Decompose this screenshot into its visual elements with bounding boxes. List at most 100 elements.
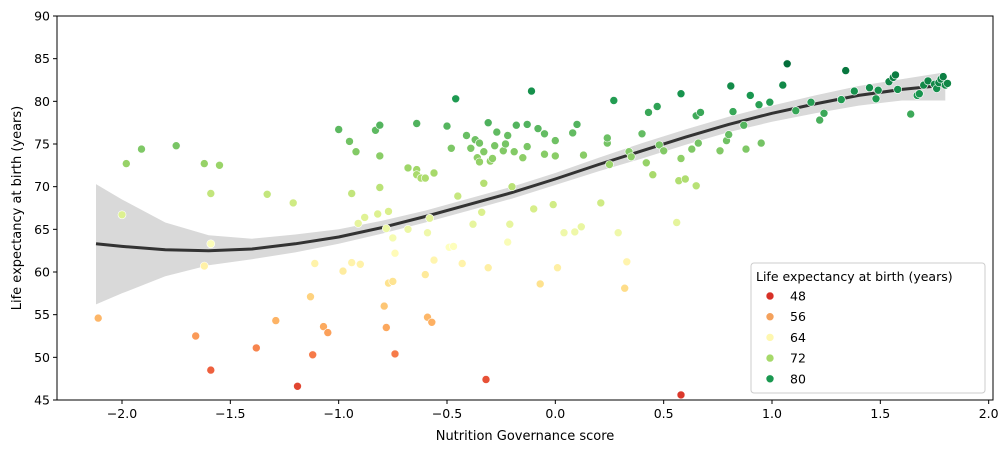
- scatter-point: [914, 89, 924, 98]
- scatter-point: [791, 106, 801, 115]
- scatter-point: [754, 100, 764, 109]
- legend-marker: [765, 333, 775, 342]
- x-tick-label: 1.0: [762, 406, 782, 421]
- scatter-point: [375, 151, 385, 161]
- scatter-point: [644, 108, 653, 117]
- scatter-point: [442, 121, 452, 131]
- scatter-point: [778, 80, 788, 90]
- scatter-point: [351, 147, 361, 156]
- scatter-point: [602, 133, 612, 143]
- x-tick-label: 2.0: [979, 406, 999, 421]
- legend-box: [750, 262, 986, 394]
- scatter-point: [693, 138, 703, 148]
- scatter-point: [533, 124, 543, 133]
- scatter-point: [271, 316, 281, 325]
- x-tick-label: −1.0: [323, 406, 353, 421]
- scatter-point: [319, 322, 328, 331]
- y-tick-label: 75: [34, 137, 50, 152]
- plot-frame: [56, 15, 994, 401]
- y-tick-label: 45: [34, 393, 50, 408]
- scatter-point: [355, 259, 365, 269]
- scatter-point: [457, 259, 467, 268]
- scatter-point: [347, 258, 357, 267]
- scatter-point: [841, 66, 851, 75]
- scatter-point: [609, 96, 619, 105]
- x-axis-ticks: −2.0 −1.5 −1.0 −0.5 0.0 0.5 1.0 1.5 2.0: [107, 400, 999, 421]
- scatter-point: [345, 137, 354, 146]
- scatter-point: [605, 160, 614, 169]
- y-axis-ticks: 45 50 55 60 65 70 75 80 85 90: [34, 9, 57, 408]
- scatter-point: [540, 149, 549, 159]
- y-tick-label: 85: [34, 51, 50, 66]
- scatter-point: [553, 263, 562, 273]
- scatter-point: [171, 141, 181, 150]
- x-tick-label: 0.0: [545, 406, 565, 421]
- scatter-point: [481, 375, 491, 384]
- scatter-point: [338, 266, 348, 276]
- legend-label: 80: [790, 371, 806, 386]
- scatter-point: [483, 263, 493, 273]
- scatter-point: [334, 125, 344, 134]
- scatter-point: [93, 313, 103, 323]
- scatter-point: [373, 209, 383, 219]
- scatter-point: [492, 127, 502, 137]
- scatter-point: [323, 328, 333, 337]
- scatter-point: [420, 270, 430, 279]
- x-tick-label: 1.5: [870, 406, 890, 421]
- scatter-point: [726, 81, 736, 91]
- scatter-point: [468, 219, 478, 229]
- scatter-point: [425, 213, 435, 223]
- legend-label: 64: [790, 330, 806, 345]
- x-tick-label: −0.5: [432, 406, 462, 421]
- x-axis-label: Nutrition Governance score: [436, 429, 615, 444]
- scatter-point: [626, 152, 636, 162]
- scatter-point: [815, 115, 825, 125]
- scatter-point: [691, 181, 701, 191]
- scatter-point: [490, 141, 500, 150]
- scatter-point: [871, 94, 881, 104]
- scatter-point: [741, 144, 751, 154]
- scatter-point: [462, 131, 471, 140]
- scatter-point: [620, 283, 630, 293]
- scatter-point: [891, 70, 900, 80]
- scatter-point: [117, 210, 127, 220]
- legend-marker: [765, 312, 775, 322]
- scatter-point: [659, 146, 669, 156]
- scatter-point: [420, 173, 430, 183]
- scatter-point: [449, 242, 458, 251]
- scatter-point: [403, 163, 413, 173]
- trend-line-layer: [95, 83, 946, 253]
- scatter-point: [676, 390, 686, 400]
- scatter-point: [137, 144, 146, 154]
- scatter-point: [381, 224, 391, 233]
- scatter-point: [648, 170, 658, 179]
- scatter-point: [550, 136, 560, 145]
- scatter-point: [906, 109, 916, 119]
- scatter-point: [568, 128, 578, 138]
- scatter-point: [453, 191, 463, 201]
- scatter-point: [938, 72, 948, 81]
- scatter-point: [596, 198, 606, 208]
- scatter-point: [943, 79, 952, 88]
- scatter-point: [466, 144, 476, 153]
- legend-marker: [765, 374, 775, 384]
- trend-line: [95, 83, 946, 253]
- scatter-point: [676, 89, 686, 98]
- scatter-point: [206, 239, 216, 249]
- y-tick-label: 60: [34, 265, 50, 280]
- scatter-point: [819, 109, 829, 118]
- scatter-point: [696, 108, 705, 117]
- scatter-point: [540, 129, 549, 139]
- scatter-point: [353, 219, 363, 228]
- scatter-point: [251, 343, 261, 353]
- scatter-point: [206, 189, 216, 198]
- scatter-point: [613, 228, 623, 237]
- scatter-point: [654, 140, 664, 150]
- scatter-point: [381, 323, 391, 332]
- legend-marker: [765, 291, 775, 301]
- scatter-point: [672, 218, 682, 227]
- scatter-point: [652, 102, 662, 111]
- scatter-point: [505, 219, 515, 229]
- scatter-point: [477, 208, 487, 217]
